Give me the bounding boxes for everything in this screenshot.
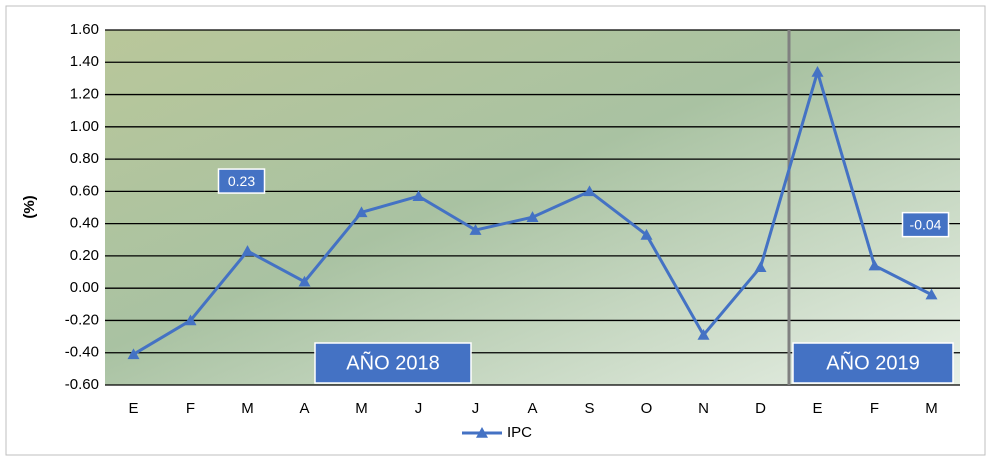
- y-tick-label: 0.00: [70, 279, 99, 296]
- x-tick-label: F: [870, 400, 879, 417]
- y-tick-label: 1.40: [70, 53, 99, 70]
- point-marker: [412, 190, 425, 202]
- y-tick-label: 1.00: [70, 118, 99, 135]
- x-tick-label: A: [527, 400, 537, 417]
- point-marker: [298, 275, 311, 287]
- data-label: -0.04: [910, 216, 942, 232]
- y-tick-label: 1.60: [70, 21, 99, 38]
- x-tick-label: S: [584, 400, 594, 417]
- point-marker: [640, 228, 653, 240]
- y-tick-label: -0.20: [65, 311, 99, 328]
- point-marker: [469, 224, 482, 235]
- x-tick-label: F: [186, 400, 195, 417]
- y-axis-label: (%): [21, 195, 38, 218]
- legend-marker: [476, 427, 488, 438]
- point-marker: [355, 206, 368, 218]
- point-marker: [811, 65, 824, 77]
- y-tick-label: -0.40: [65, 344, 99, 361]
- annotation-box: [314, 342, 472, 384]
- point-marker: [754, 261, 767, 273]
- point-marker: [697, 328, 710, 340]
- point-marker: [925, 288, 938, 300]
- legend-label: IPC: [507, 424, 532, 441]
- x-tick-label: E: [128, 400, 138, 417]
- y-tick-label: 0.80: [70, 150, 99, 167]
- point-marker: [127, 348, 140, 360]
- point-marker: [583, 185, 596, 197]
- x-tick-label: J: [472, 400, 480, 417]
- x-tick-label: M: [355, 400, 368, 417]
- y-tick-label: 0.20: [70, 247, 99, 264]
- y-tick-label: -0.60: [65, 376, 99, 393]
- data-label: 0.23: [228, 173, 255, 189]
- annotation-box: [792, 342, 954, 384]
- x-tick-label: J: [415, 400, 423, 417]
- annotation: AÑO 2018: [346, 350, 439, 374]
- point-marker: [526, 211, 539, 222]
- x-tick-label: A: [299, 400, 309, 417]
- x-tick-label: N: [698, 400, 709, 417]
- point-marker: [184, 314, 197, 326]
- data-label-box: [217, 168, 266, 194]
- x-tick-label: E: [812, 400, 822, 417]
- point-marker: [241, 245, 254, 256]
- x-tick-label: M: [241, 400, 254, 417]
- x-tick-label: M: [925, 400, 938, 417]
- y-tick-label: 0.40: [70, 215, 99, 232]
- point-marker: [868, 259, 881, 271]
- x-tick-label: O: [641, 400, 653, 417]
- y-tick-label: 1.20: [70, 86, 99, 103]
- plot-area: [105, 30, 960, 385]
- data-label-box: [901, 211, 950, 238]
- x-tick-label: D: [755, 400, 766, 417]
- annotation: AÑO 2019: [826, 350, 919, 374]
- y-tick-label: 0.60: [70, 182, 99, 199]
